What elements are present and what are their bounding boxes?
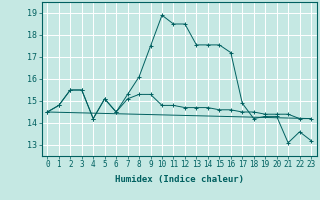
X-axis label: Humidex (Indice chaleur): Humidex (Indice chaleur) xyxy=(115,175,244,184)
